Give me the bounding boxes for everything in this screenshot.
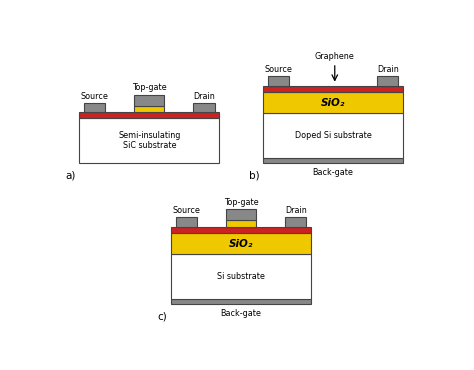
Bar bbox=[267, 76, 289, 86]
Text: Si substrate: Si substrate bbox=[217, 272, 265, 281]
Bar bbox=[263, 92, 403, 113]
Text: Back-gate: Back-gate bbox=[221, 309, 262, 318]
Text: Doped Si substrate: Doped Si substrate bbox=[294, 131, 371, 140]
Bar bbox=[171, 233, 311, 254]
Bar bbox=[226, 209, 256, 221]
Bar bbox=[80, 118, 219, 163]
Text: Semi-insulating
SiC substrate: Semi-insulating SiC substrate bbox=[118, 131, 181, 150]
Text: a): a) bbox=[65, 171, 76, 181]
Bar bbox=[80, 112, 219, 118]
Text: c): c) bbox=[158, 312, 168, 322]
Text: SiO₂: SiO₂ bbox=[321, 98, 345, 108]
Bar bbox=[171, 299, 311, 304]
Bar bbox=[84, 103, 105, 112]
Bar bbox=[171, 227, 311, 233]
Bar bbox=[285, 217, 307, 227]
Text: Drain: Drain bbox=[193, 91, 215, 101]
Bar bbox=[171, 254, 311, 299]
Bar bbox=[263, 158, 403, 163]
Text: Source: Source bbox=[81, 91, 109, 101]
Text: Source: Source bbox=[264, 65, 292, 74]
Text: Back-gate: Back-gate bbox=[312, 168, 353, 177]
Text: Drain: Drain bbox=[377, 65, 399, 74]
Bar bbox=[193, 103, 215, 112]
Bar bbox=[377, 76, 398, 86]
Text: Drain: Drain bbox=[285, 206, 307, 215]
Bar bbox=[263, 86, 403, 92]
Text: Top-gate: Top-gate bbox=[224, 198, 258, 207]
Bar bbox=[134, 106, 164, 112]
Bar bbox=[263, 113, 403, 158]
Text: Top-gate: Top-gate bbox=[132, 83, 166, 92]
Text: b): b) bbox=[249, 171, 259, 181]
Bar bbox=[176, 217, 197, 227]
Bar bbox=[134, 95, 164, 106]
Bar bbox=[226, 221, 256, 227]
Text: Graphene: Graphene bbox=[315, 52, 355, 61]
Text: SiO₂: SiO₂ bbox=[229, 239, 253, 249]
Text: Source: Source bbox=[173, 206, 201, 215]
